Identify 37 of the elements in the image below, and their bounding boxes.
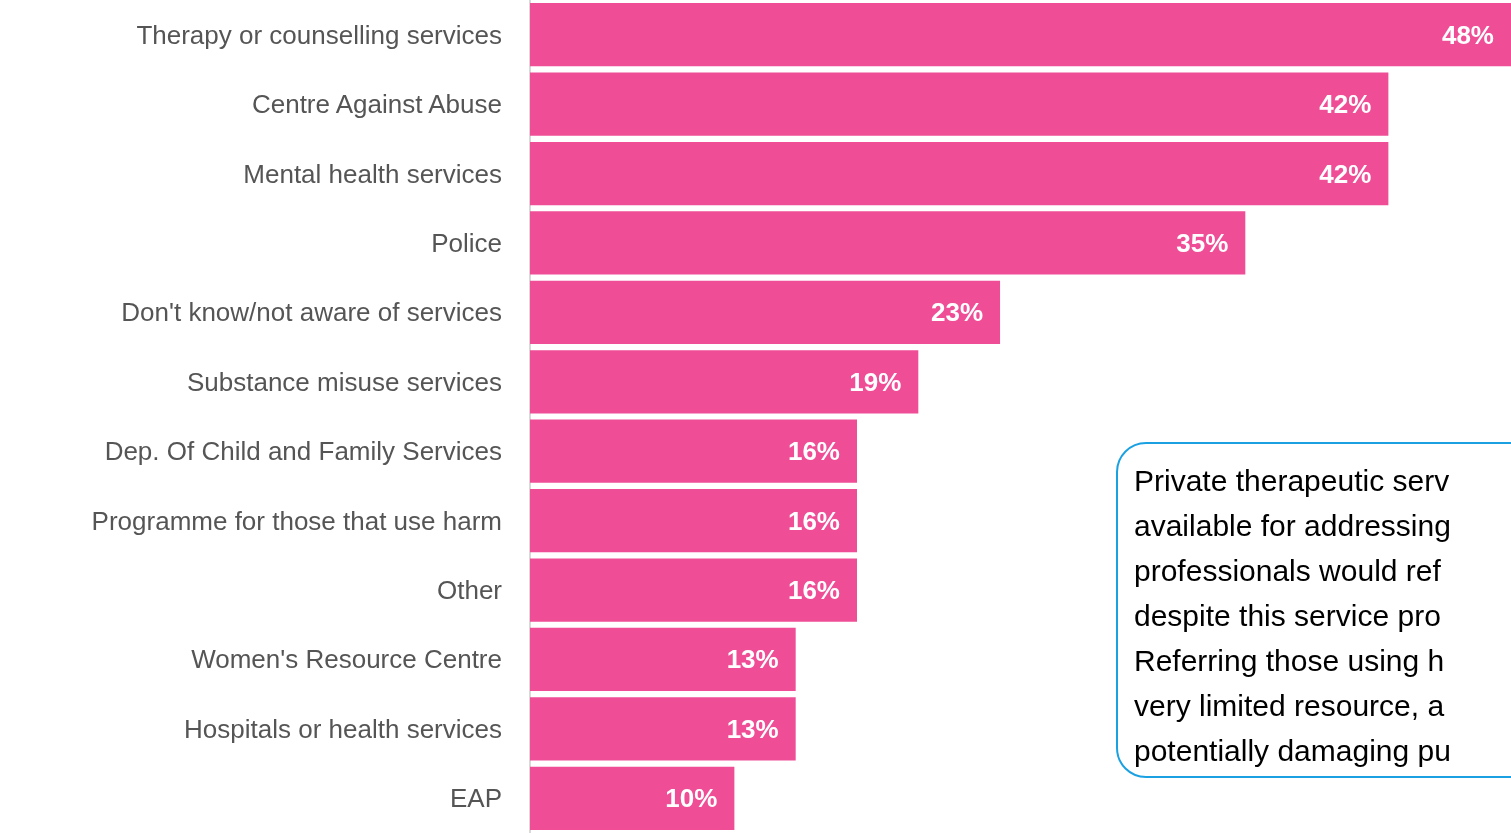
bar <box>530 489 857 553</box>
bar <box>530 350 919 414</box>
y-tick-label: Police <box>431 227 502 258</box>
y-tick-label: Programme for those that use harm <box>91 505 502 536</box>
y-tick-label: Centre Against Abuse <box>251 89 502 120</box>
y-tick-label: Other <box>436 575 503 606</box>
bar <box>530 280 1001 344</box>
data-label: 42% <box>1319 89 1372 120</box>
bar <box>530 558 857 622</box>
bar <box>530 766 735 830</box>
data-label: 10% <box>665 783 718 814</box>
bar <box>530 141 1389 206</box>
data-label: 23% <box>931 297 984 328</box>
y-tick-label: Substance misuse services <box>186 366 502 397</box>
y-tick-label: Hospitals or health services <box>184 713 502 744</box>
y-tick-label: EAP <box>449 783 502 814</box>
y-tick-label: Therapy or counselling services <box>136 19 502 50</box>
data-label: 42% <box>1319 158 1372 189</box>
bar <box>530 697 796 761</box>
bar <box>530 627 796 692</box>
data-label: 35% <box>1176 227 1229 258</box>
data-label: 16% <box>787 436 840 467</box>
y-tick-label: Dep. Of Child and Family Services <box>104 436 502 467</box>
bar <box>530 72 1389 136</box>
y-tick-label: Women's Resource Centre <box>191 644 502 675</box>
data-label: 48% <box>1441 19 1494 50</box>
bar <box>530 419 857 483</box>
data-label: 19% <box>849 366 902 397</box>
y-tick-label: Don't know/not aware of services <box>121 297 502 328</box>
bar <box>530 211 1246 275</box>
y-tick-label: Mental health services <box>243 158 502 189</box>
data-label: 16% <box>787 575 840 606</box>
bar <box>530 3 1511 67</box>
annotation: Private therapeutic serv available for addressing professionals would ref despite this service pro Referring those using h very limited resource, a potentially damaging pu <box>1134 463 1451 769</box>
data-label: 13% <box>726 713 779 744</box>
data-label: 16% <box>787 505 840 536</box>
data-label: 13% <box>726 644 779 675</box>
